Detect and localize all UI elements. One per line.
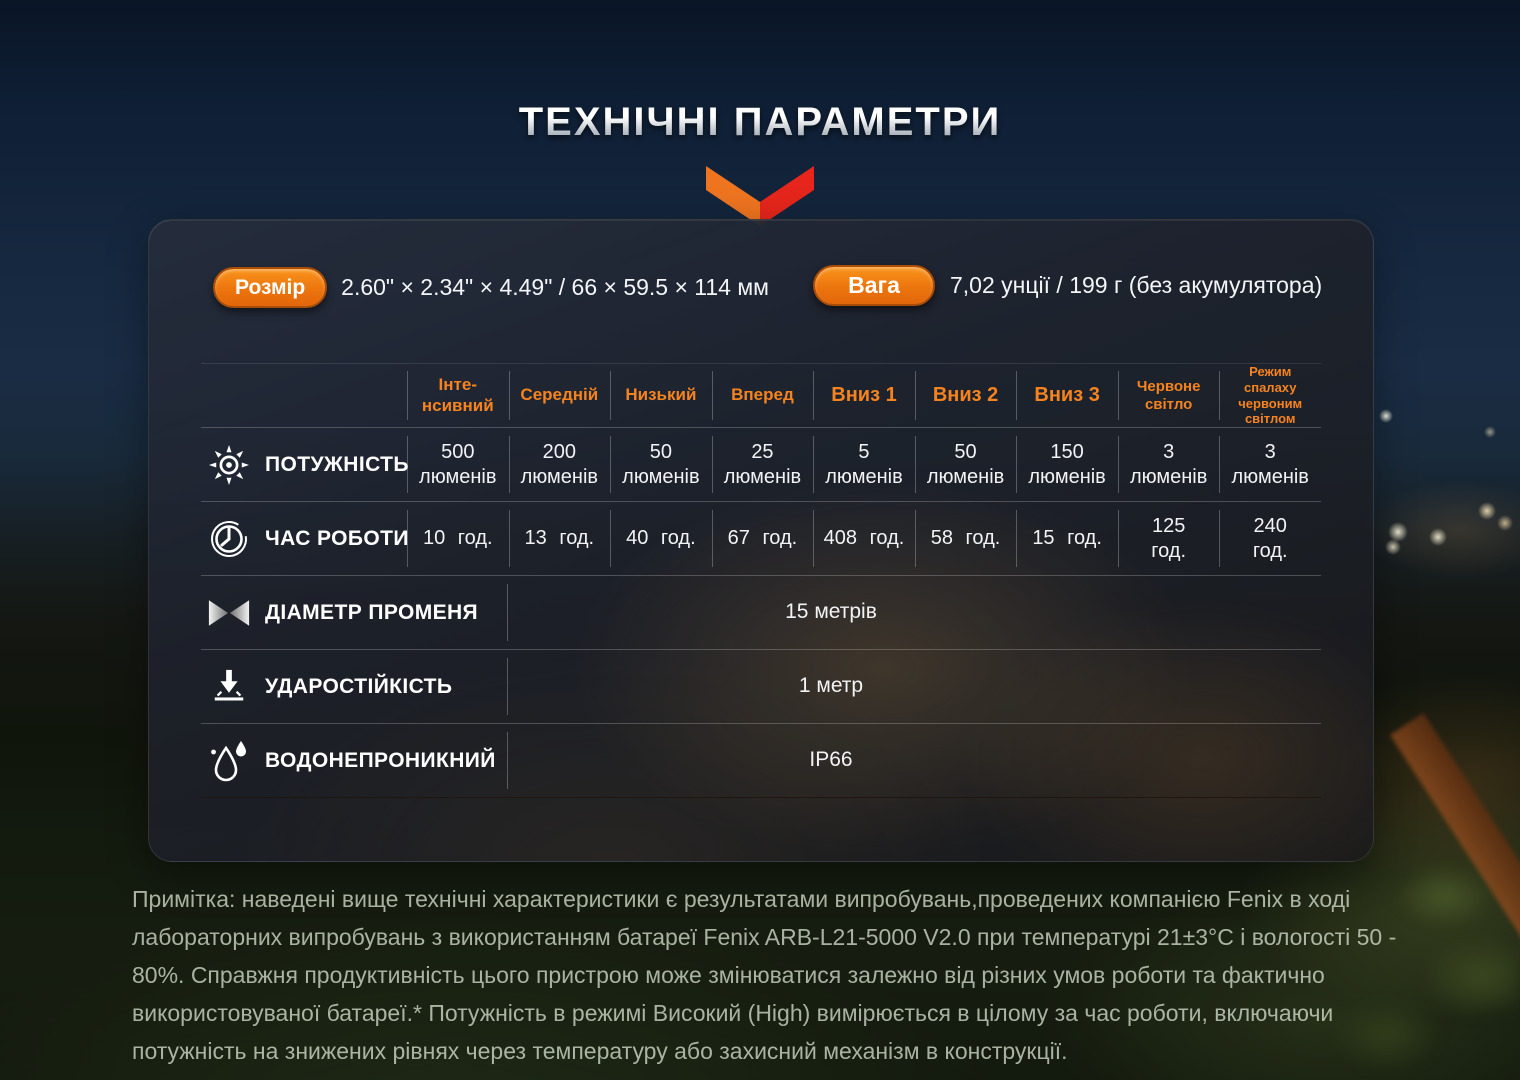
power-cell: 3 люменів [1219, 428, 1321, 501]
page-title: ТЕХНІЧНІ ПАРАМЕТРИ [0, 100, 1520, 145]
row-label-cell: УДАРОСТІЙКІСТЬ [201, 650, 507, 723]
runtime-cell: 125 год. [1117, 502, 1220, 575]
power-cell: 25 люменів [711, 428, 814, 501]
power-cell: 150 люменів [1016, 428, 1118, 501]
table-row-impact-resistance: УДАРОСТІЙКІСТЬ 1 метр [201, 649, 1321, 723]
row-label: ПОТУЖНІСТЬ [265, 452, 409, 476]
chevron-down-icon [706, 166, 814, 226]
column-header: Режим спалаху червоним світлом [1219, 364, 1321, 427]
runtime-cell: 67 год. [711, 502, 814, 575]
runtime-cell: 40 год. [610, 502, 712, 575]
column-header: Вперед [711, 364, 814, 427]
size-value: 2.60" × 2.34" × 4.49" / 66 × 59.5 × 114 … [341, 274, 769, 300]
specs-panel: Розмір 2.60" × 2.34" × 4.49" / 66 × 59.5… [148, 219, 1374, 862]
sun-icon [207, 444, 251, 486]
impact-arrow-icon [207, 668, 251, 706]
power-cell: 3 люменів [1117, 428, 1220, 501]
power-cell: 50 люменів [914, 428, 1017, 501]
column-header: Вниз 1 [813, 364, 915, 427]
power-cell: 5 люменів [813, 428, 915, 501]
table-row-beam-diameter: ДІАМЕТР ПРОМЕНЯ 15 метрів [201, 575, 1321, 649]
beam-diameter-icon [207, 599, 251, 627]
power-cell: 500 люменів [407, 428, 509, 501]
spec-table: Інте- нсивний Середній Низький Вперед Вн… [201, 363, 1321, 798]
row-label-cell: ПОТУЖНІСТЬ [201, 428, 409, 501]
power-cell: 200 люменів [508, 428, 611, 501]
row-label: ЧАС РОБОТИ [265, 526, 409, 550]
column-header: Вниз 3 [1016, 364, 1118, 427]
water-drops-icon [207, 739, 251, 783]
footnote: Примітка: наведені вище технічні характе… [132, 886, 1397, 1064]
column-header: Вниз 2 [914, 364, 1017, 427]
weight-value: 7,02 унції / 199 г (без акумулятора) [950, 272, 1323, 298]
runtime-cell: 13 год. [508, 502, 611, 575]
runtime-cell: 10 год. [407, 502, 509, 575]
row-label-cell: ВОДОНЕПРОНИКНИЙ [201, 724, 507, 797]
table-row-power: ПОТУЖНІСТЬ 500 люменів 200 люменів 50 лю… [201, 427, 1321, 501]
column-header: Червоне світло [1117, 364, 1220, 427]
column-header: Низький [610, 364, 712, 427]
row-label-cell: ЧАС РОБОТИ [201, 502, 409, 575]
clock-icon [207, 519, 251, 559]
weight-spec-line: Вага 7,02 унції / 199 г (без акумулятора… [813, 265, 1322, 306]
row-label: ВОДОНЕПРОНИКНИЙ [265, 748, 496, 772]
table-header-row: Інте- нсивний Середній Низький Вперед Вн… [201, 363, 1321, 427]
runtime-cell: 15 год. [1016, 502, 1118, 575]
waterproof-value: IP66 [507, 724, 1321, 797]
beam-diameter-value: 15 метрів [507, 576, 1321, 649]
row-label-cell: ДІАМЕТР ПРОМЕНЯ [201, 576, 507, 649]
runtime-cell: 58 год. [914, 502, 1017, 575]
runtime-cell: 408 год. [813, 502, 915, 575]
row-label: ДІАМЕТР ПРОМЕНЯ [265, 600, 479, 624]
power-cell: 50 люменів [610, 428, 712, 501]
table-row-waterproof: ВОДОНЕПРОНИКНИЙ IP66 [201, 723, 1321, 797]
size-badge: Розмір [213, 267, 328, 308]
column-header: Середній [508, 364, 611, 427]
table-row-runtime: ЧАС РОБОТИ 10 год. 13 год. 40 год. 67 го… [201, 501, 1321, 575]
table-header-empty-cell [201, 364, 407, 427]
size-spec-line: Розмір 2.60" × 2.34" × 4.49" / 66 × 59.5… [213, 267, 769, 308]
weight-badge: Вага [813, 265, 935, 306]
row-label: УДАРОСТІЙКІСТЬ [265, 674, 453, 698]
impact-resistance-value: 1 метр [507, 650, 1321, 723]
column-header: Інте- нсивний [407, 364, 509, 427]
grass-photo-shape [1330, 850, 1520, 1080]
runtime-cell: 240 год. [1219, 502, 1321, 575]
